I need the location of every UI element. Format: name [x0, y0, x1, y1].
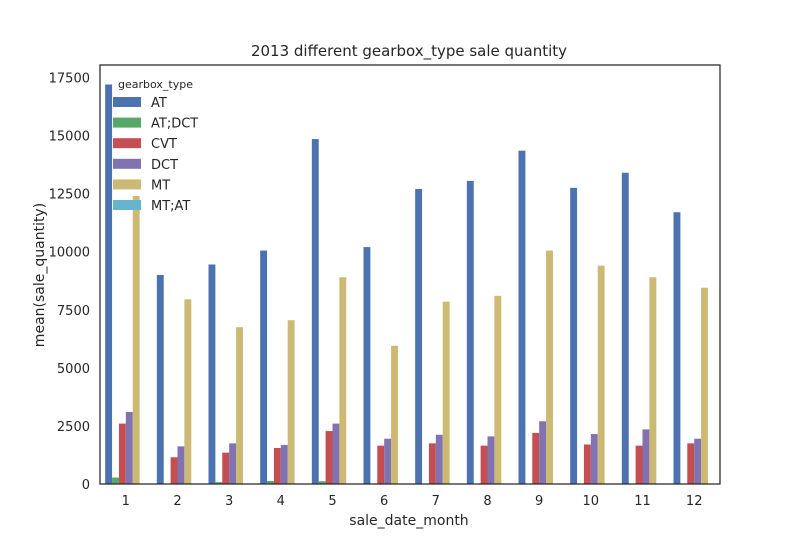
bar-mt-month-4: [287, 320, 295, 484]
y-tick-label: 10000: [49, 246, 90, 261]
bar-cvt-month-12: [687, 443, 695, 484]
x-tick-label: 5: [328, 494, 336, 509]
bar-at-month-8: [466, 180, 474, 484]
bar-dct-month-11: [642, 429, 650, 484]
bar-cvt-month-3: [222, 452, 230, 484]
bars: [105, 84, 708, 485]
y-tick-label: 0: [82, 478, 90, 493]
bar-dct-month-4: [280, 444, 288, 484]
bar-mt-month-12: [701, 287, 708, 484]
y-axis-title: mean(sale_quantity): [32, 203, 48, 347]
bar-cvt-month-8: [480, 445, 488, 484]
bar-mt-month-3: [236, 327, 243, 484]
bar-at-dct-month-4: [267, 480, 274, 484]
bar-at-dct-month-3: [215, 482, 223, 484]
x-tick-label: 9: [535, 494, 543, 509]
bar-mt-month-8: [494, 295, 502, 484]
bar-at-dct-month-1: [112, 477, 119, 484]
bar-mt-month-10: [597, 265, 605, 484]
y-tick-label: 15000: [49, 130, 90, 145]
bar-mt-month-5: [339, 277, 347, 484]
bar-cvt-month-10: [583, 444, 591, 484]
bar-dct-month-1: [125, 411, 133, 484]
bar-at-month-1: [105, 84, 113, 484]
y-tick-label: 12500: [49, 188, 90, 203]
bar-at-month-6: [363, 247, 371, 484]
bar-at-month-9: [518, 150, 526, 485]
bar-dct-month-5: [332, 423, 340, 484]
legend-label: MT: [151, 178, 170, 193]
legend-swatch: [113, 97, 141, 107]
bar-at-dct-month-5: [318, 481, 326, 484]
x-tick-label: 3: [225, 494, 233, 509]
bar-dct-month-9: [539, 421, 547, 484]
bar-cvt-month-5: [325, 431, 333, 484]
bar-mt-month-1: [132, 195, 140, 484]
bar-at-month-4: [260, 250, 268, 484]
legend-swatch: [113, 179, 141, 190]
bar-at-month-11: [621, 172, 629, 485]
x-axis-ticks: 1 2 3 4 5 6 7 8 9 10 11 12: [122, 494, 703, 509]
x-tick-label: 1: [122, 494, 130, 509]
plot-frame: [99, 64, 721, 485]
y-axis-ticks: 0 2500 5000 7500 10000 12500 15000 17500: [49, 72, 90, 494]
legend-swatch: [113, 200, 141, 210]
legend-label: CVT: [151, 137, 177, 152]
bar-mt-month-7: [442, 301, 450, 484]
bar-at-month-7: [415, 189, 423, 484]
bar-mt-month-11: [649, 277, 657, 484]
x-tick-label: 12: [686, 494, 703, 509]
bar-at-month-3: [208, 264, 216, 484]
y-tick-label: 7500: [57, 304, 90, 319]
bar-mt-month-2: [184, 299, 192, 484]
x-tick-label: 10: [583, 494, 600, 509]
chart-title: 2013 different gearbox_type sale quantit…: [251, 42, 567, 61]
legend-title: gearbox_type: [118, 78, 193, 91]
x-tick-label: 6: [380, 494, 388, 509]
legend-swatch: [113, 138, 141, 149]
bar-dct-month-7: [435, 434, 443, 484]
bar-at-month-10: [570, 187, 578, 484]
bar-cvt-month-6: [377, 445, 385, 484]
bar-mt-month-6: [391, 345, 398, 484]
bar-cvt-month-1: [118, 423, 126, 484]
x-tick-label: 2: [173, 494, 181, 509]
bar-dct-month-12: [694, 438, 702, 484]
x-tick-label: 8: [483, 494, 491, 509]
legend-label: AT;DCT: [151, 117, 198, 132]
y-tick-label: 17500: [49, 72, 90, 87]
x-tick-label: 11: [634, 494, 651, 509]
bar-mt-month-9: [546, 250, 553, 484]
legend-label: DCT: [151, 158, 178, 173]
bar-at-month-12: [673, 212, 681, 485]
bar-dct-month-3: [229, 443, 237, 484]
bar-cvt-month-4: [273, 448, 281, 484]
bar-at-month-5: [311, 139, 319, 484]
x-tick-label: 4: [277, 494, 285, 509]
legend-label: AT: [151, 96, 167, 111]
bar-at-month-2: [156, 274, 164, 484]
bar-cvt-month-9: [532, 432, 540, 484]
bar-dct-month-2: [177, 446, 185, 484]
y-tick-label: 2500: [57, 420, 90, 435]
legend-swatch: [113, 158, 141, 169]
bar-cvt-month-7: [428, 443, 436, 484]
bar-dct-month-6: [384, 438, 392, 484]
bar-cvt-month-2: [170, 457, 178, 484]
legend: gearbox_type AT AT;DCT CVT DCT MT MT;AT: [113, 78, 198, 214]
legend-label: MT;AT: [151, 199, 190, 214]
bar-dct-month-10: [590, 434, 598, 484]
legend-swatch: [113, 117, 141, 128]
x-axis-title: sale_date_month: [349, 513, 468, 529]
bar-dct-month-8: [487, 436, 495, 484]
y-tick-label: 5000: [57, 362, 90, 377]
bar-cvt-month-11: [635, 445, 643, 484]
x-tick-label: 7: [432, 494, 440, 509]
